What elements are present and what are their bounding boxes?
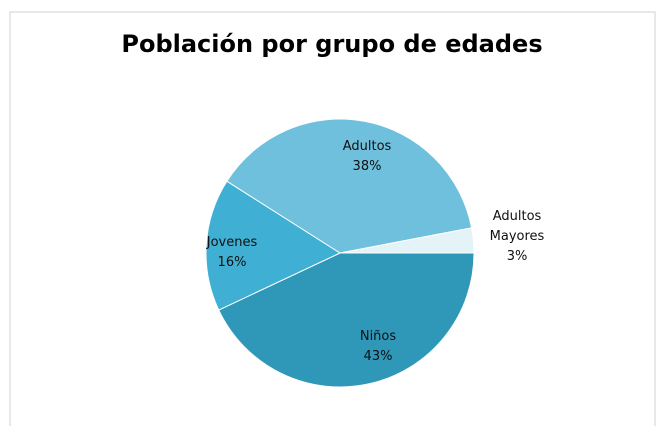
value-label: 43% <box>363 349 393 364</box>
pie-slice <box>218 252 475 388</box>
slice-label: Jovenes 16% <box>192 233 272 273</box>
value-label: 16% <box>217 255 247 270</box>
pie-slice <box>205 180 342 311</box>
category-label: Adultos Mayores <box>489 209 545 244</box>
slice-label: Adultos Mayores 3% <box>477 207 557 267</box>
category-label: Niños <box>359 329 397 344</box>
category-label: Adultos <box>342 139 392 154</box>
slice-label: Niños 43% <box>338 327 418 367</box>
category-label: Jovenes <box>206 235 258 250</box>
value-label: 38% <box>352 159 382 174</box>
slice-label: Adultos 38% <box>327 137 407 177</box>
value-label: 3% <box>506 249 528 264</box>
pie-slice <box>226 118 473 254</box>
pie-slice <box>339 227 475 254</box>
chart-title: Población por grupo de edades <box>121 30 543 58</box>
frame <box>9 11 656 426</box>
